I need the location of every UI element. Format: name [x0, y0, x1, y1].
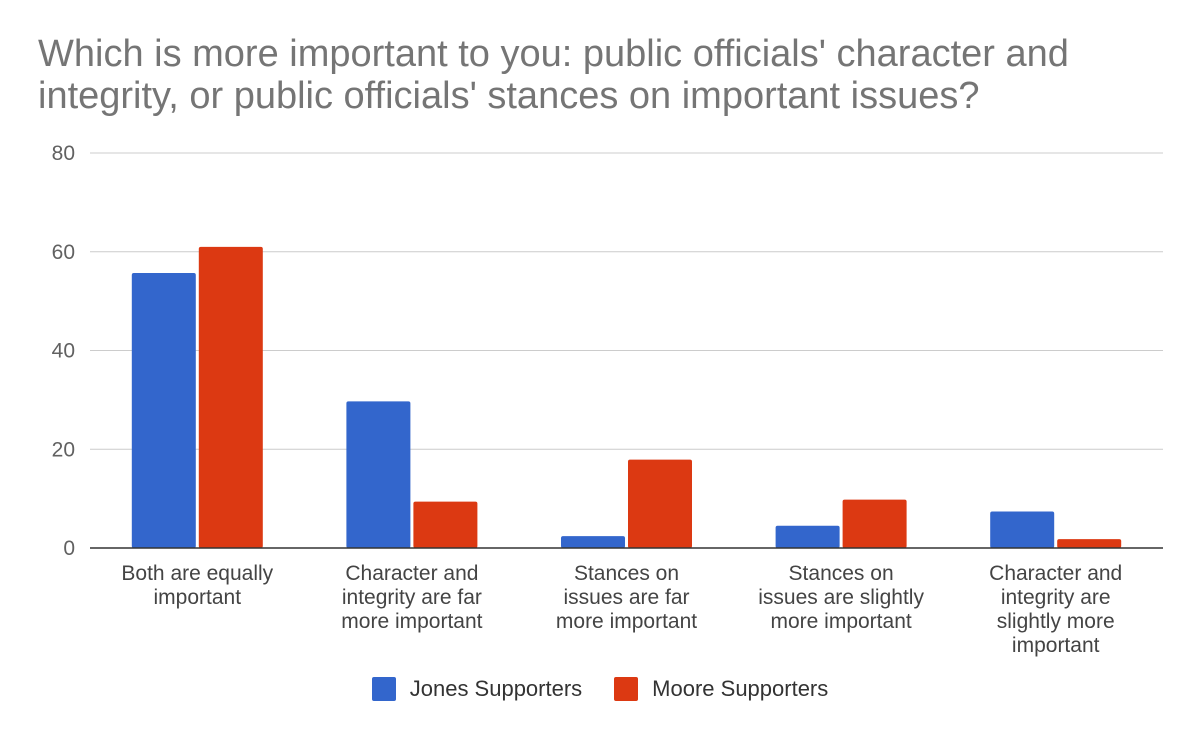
bar-jones-cat-0[interactable]: Jones Supporters: 55.7 — [131, 272, 196, 548]
y-tick-label-60: 60 — [52, 241, 75, 264]
bar-moore-cat-3[interactable]: Moore Supporters: 9.8 — [842, 499, 907, 548]
legend-swatch-moore — [614, 677, 639, 701]
y-tick-label-20: 20 — [52, 438, 75, 461]
bar-moore-cat-4[interactable]: Moore Supporters: 1.8 — [1057, 539, 1122, 548]
legend-label-moore: Moore Supporters — [652, 676, 829, 701]
chart-title-line-1: Which is more important to you: public o… — [38, 33, 1069, 75]
legend-item-jones[interactable]: Jones Supporters — [371, 676, 583, 702]
x-category-label-3: Stances on issues are slightly more import… — [758, 562, 924, 633]
x-category-label-2: Stances on issues are far more important — [556, 562, 697, 633]
bar-jones-cat-3[interactable]: Jones Supporters: 4.5 — [775, 525, 840, 548]
y-tick-label-40: 40 — [52, 340, 75, 363]
x-axis-category-labels: Both are equally important Character and in… — [121, 562, 1122, 657]
bar-jones-cat-4[interactable]: Jones Supporters: 7.4 — [990, 511, 1055, 548]
x-category-label-1: Character and integrity are far more impor… — [341, 562, 482, 633]
bars: Jones Supporters: 55.7Moore Supporters: … — [131, 246, 1122, 548]
bar-moore-cat-1[interactable]: Moore Supporters: 9.4 — [413, 501, 478, 548]
legend: Jones Supporters Moore Supporters — [0, 676, 1200, 702]
bar-moore-cat-0[interactable]: Moore Supporters: 61 — [198, 246, 263, 548]
legend-item-moore[interactable]: Moore Supporters — [614, 676, 828, 702]
legend-swatch-jones — [371, 677, 396, 701]
bar-jones-cat-1[interactable]: Jones Supporters: 29.7 — [346, 401, 411, 548]
y-tick-label-0: 0 — [63, 537, 75, 560]
x-category-label-4: Character and integrity are slightly more i… — [989, 562, 1122, 657]
bar-jones-cat-2[interactable]: Jones Supporters: 2.4 — [561, 536, 625, 548]
chart-title-line-2: integrity, or public officials' stances … — [38, 75, 980, 117]
gridlines — [90, 152, 1163, 450]
chart-title: Which is more important to you: public o… — [38, 33, 1178, 117]
legend-label-jones: Jones Supporters — [409, 676, 583, 701]
y-axis-ticks: 0 20 40 60 80 — [52, 142, 75, 560]
y-tick-label-80: 80 — [52, 142, 75, 165]
x-category-label-0: Both are equally important — [121, 562, 273, 609]
bar-moore-cat-2[interactable]: Moore Supporters: 17.9 — [628, 459, 692, 548]
